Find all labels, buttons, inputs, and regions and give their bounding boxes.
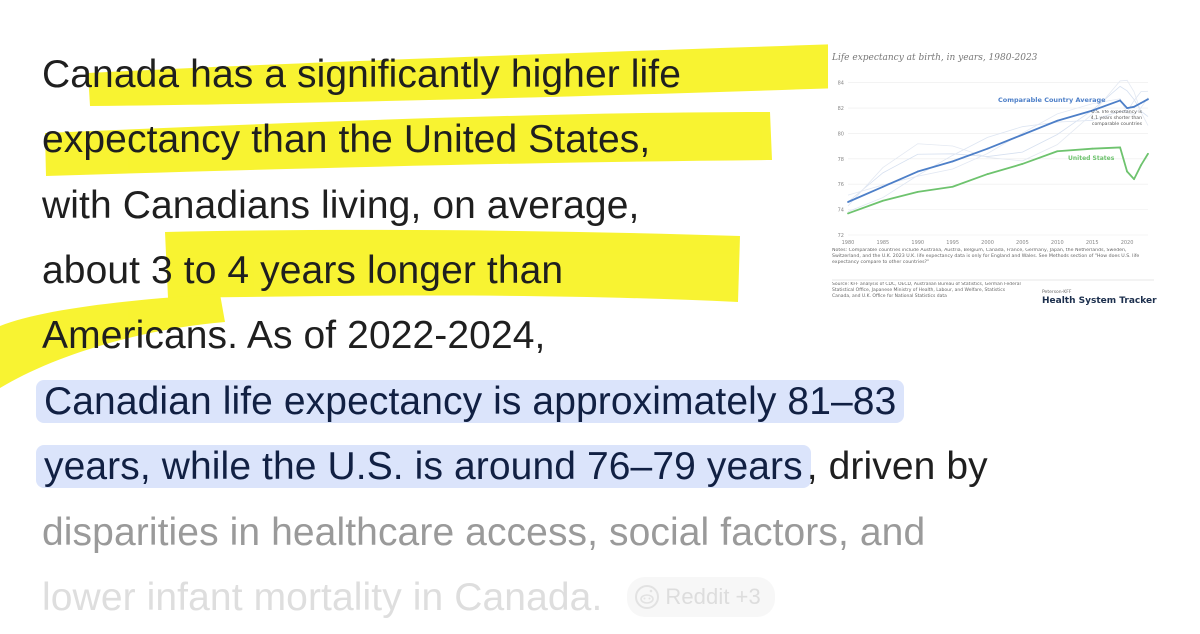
y-tick-84: 84 [838, 81, 844, 87]
comparable-point-2000 [986, 147, 989, 150]
highlighted-claim-part-2[interactable]: years, while the U.S. is around 76–79 ye… [36, 445, 811, 488]
us-point-1985 [881, 199, 884, 202]
reddit-icon [635, 584, 660, 609]
source-chip-count: +3 [735, 583, 761, 609]
us-point-2020 [1126, 170, 1128, 173]
chart-source: Source: KFF analysis of CDC, OECD, Austr… [832, 282, 1021, 299]
y-tick-74: 74 [838, 208, 844, 214]
peer-country-line-4 [847, 79, 1149, 207]
answer-line-5: Americans. As of 2022-2024, [42, 314, 546, 357]
answer-line-6: Canadian life expectancy is approximatel… [36, 378, 905, 426]
us-point-2015 [1091, 147, 1094, 150]
us-point-2021 [1133, 178, 1135, 181]
highlighted-claim-part-1[interactable]: Canadian life expectancy is approximatel… [36, 380, 905, 423]
peer-country-line-2 [847, 90, 1149, 212]
us-point-2005 [1021, 163, 1024, 165]
us-point-1990 [916, 190, 919, 193]
comparable-point-2021 [1133, 105, 1135, 108]
y-tick-82: 82 [838, 106, 844, 112]
comparable-point-1995 [951, 160, 954, 163]
answer-line-9: lower infant mortality in Canada. Reddit… [42, 574, 775, 622]
comparable-point-2010 [1056, 119, 1059, 122]
y-tick-76: 76 [838, 182, 844, 188]
x-tick-1985: 1985 [877, 240, 890, 246]
comparable-point-2005 [1021, 133, 1024, 136]
comparable-point-2022 [1140, 102, 1142, 104]
answer-line-4: about 3 to 4 years longer than [42, 249, 564, 292]
us-point-2010 [1056, 150, 1059, 153]
answer-line-7: years, while the U.S. is around 76–79 ye… [36, 443, 988, 491]
answer-line-8: disparities in healthcare access, social… [42, 511, 926, 554]
chart-title: Life expectancy at birth, in years, 1980… [831, 53, 1038, 63]
us-point-1995 [951, 185, 954, 188]
comparable-point-2023 [1147, 98, 1149, 101]
series-label-us: United States [1068, 155, 1115, 162]
x-tick-2020: 2020 [1121, 240, 1134, 246]
answer-line-7-tail: , driven by [806, 445, 988, 488]
series-label-comparable: Comparable Country Average [998, 96, 1106, 104]
x-tick-2015: 2015 [1086, 240, 1099, 246]
peer-country-line-1 [847, 85, 1149, 203]
answer-line-1: Canada has a significantly higher life [42, 53, 682, 96]
comparable-point-2020 [1126, 107, 1128, 109]
us-point-2000 [986, 173, 989, 175]
us-point-2019 [1119, 146, 1121, 149]
source-chip[interactable]: Reddit +3 [627, 576, 775, 617]
x-tick-1980: 1980 [842, 240, 855, 246]
x-tick-2005: 2005 [1016, 240, 1029, 246]
us-point-1980 [847, 212, 849, 215]
comparable-point-1980 [847, 201, 849, 203]
chart-annotation: U.S. life expectancy is 4.1 years shorte… [1090, 110, 1142, 127]
chart-notes: Notes: Comparable countries include Aust… [832, 248, 1140, 265]
comparable-point-2019 [1119, 99, 1121, 102]
x-tick-1995: 1995 [946, 240, 959, 246]
x-tick-2000: 2000 [981, 240, 994, 246]
y-tick-80: 80 [838, 131, 844, 137]
brand-small: Peterson-KFF [1042, 289, 1072, 295]
comparable-point-1990 [916, 170, 919, 173]
brand-logo: Health System Tracker [1042, 296, 1157, 306]
us-point-2022 [1140, 164, 1142, 167]
answer-line-3: with Canadians living, on average, [42, 184, 640, 227]
y-tick-78: 78 [838, 157, 844, 163]
y-tick-72: 72 [838, 233, 844, 239]
x-tick-2010: 2010 [1051, 240, 1064, 246]
comparable-point-1985 [881, 185, 884, 188]
source-chip-label: Reddit [665, 583, 730, 609]
comparable-point-2015 [1091, 109, 1094, 112]
answer-line-2: expectancy than the United States, [42, 118, 651, 161]
us-point-2023 [1147, 152, 1149, 155]
peer-country-line-3 [847, 97, 1149, 196]
x-tick-1990: 1990 [911, 240, 924, 246]
life-expectancy-chart[interactable]: Life expectancy at birth, in years, 1980… [828, 40, 1158, 330]
answer-line-9-text: lower infant mortality in Canada. [42, 576, 603, 619]
